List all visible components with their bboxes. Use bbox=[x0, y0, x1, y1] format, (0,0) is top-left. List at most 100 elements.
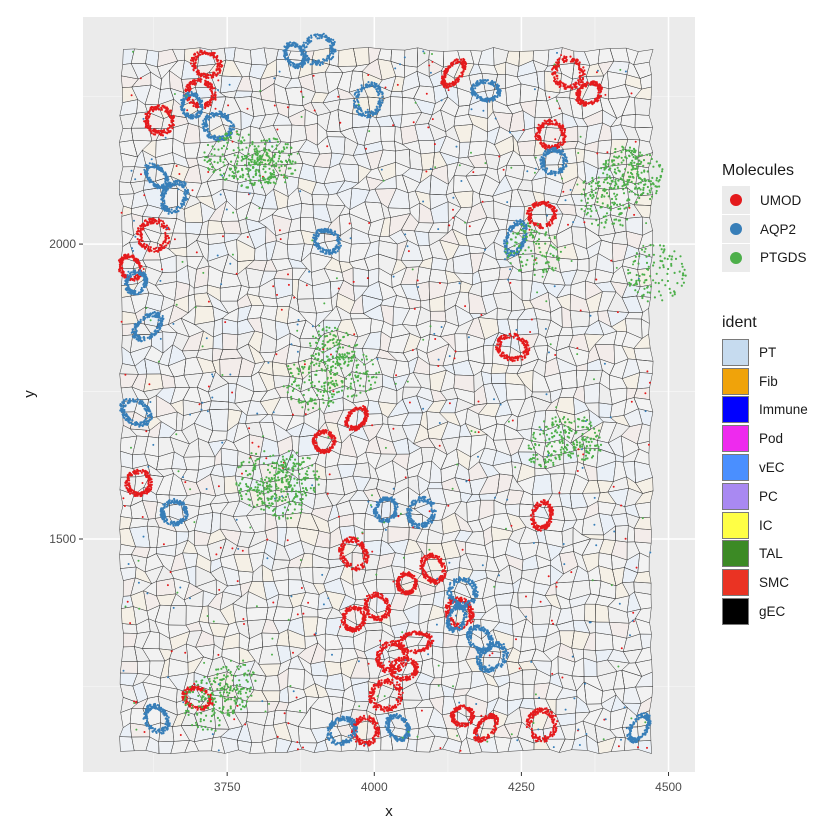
legend-label: gEC bbox=[759, 604, 786, 620]
molecule-cluster-umod bbox=[189, 49, 224, 80]
molecule-cluster-ptgds bbox=[250, 137, 297, 185]
molecule-cluster-aqp2 bbox=[470, 78, 502, 103]
y-axis-title: y bbox=[21, 390, 38, 398]
molecule-cluster-umod bbox=[449, 704, 476, 728]
molecule-cluster-umod bbox=[444, 596, 475, 630]
molecule-cluster-umod bbox=[534, 118, 567, 152]
molecule-cluster-ptgds bbox=[621, 153, 664, 204]
molecule-cluster-aqp2 bbox=[130, 310, 165, 343]
legend-label: SMC bbox=[759, 575, 789, 591]
molecule-cluster-aqp2 bbox=[539, 146, 569, 177]
molecule-cluster-umod bbox=[472, 712, 500, 743]
molecule-cluster-aqp2 bbox=[123, 269, 149, 296]
molecule-cluster-umod bbox=[136, 217, 171, 253]
molecule-cluster-ptgds bbox=[183, 675, 237, 732]
molecule-cluster-aqp2 bbox=[475, 640, 510, 674]
molecule-cluster-ptgds bbox=[323, 350, 381, 398]
molecule-cluster-umod bbox=[350, 714, 381, 747]
molecule-cluster-umod bbox=[388, 655, 420, 682]
molecule-cluster-umod bbox=[184, 77, 217, 110]
ident-legend-item-pt: PT bbox=[722, 338, 808, 367]
molecule-cluster-aqp2 bbox=[372, 496, 399, 524]
molecule-cluster-umod bbox=[117, 253, 143, 282]
molecule-cluster-umod bbox=[529, 499, 555, 532]
ident-legend-item-ic: IC bbox=[722, 511, 808, 540]
legend-label: PC bbox=[759, 488, 778, 504]
legend-swatch bbox=[722, 511, 749, 539]
molecule-cluster-umod bbox=[525, 200, 558, 230]
ident-legend-item-tal: TAL bbox=[722, 540, 808, 569]
y-tick-label: 2000 bbox=[49, 237, 76, 251]
molecule-cluster-umod bbox=[143, 104, 176, 137]
legend-label: PTGDS bbox=[760, 250, 807, 266]
x-tick-label: 3750 bbox=[214, 780, 241, 794]
legend-swatch bbox=[722, 367, 749, 395]
molecule-cluster-ptgds bbox=[580, 176, 631, 229]
ident-legend-item-gec: gEC bbox=[722, 597, 808, 626]
legend-dot bbox=[730, 251, 742, 264]
series-umod bbox=[117, 49, 651, 752]
legend-label: AQP2 bbox=[760, 221, 797, 237]
ident-legend-item-smc: SMC bbox=[722, 568, 808, 597]
molecule-cluster-aqp2 bbox=[405, 495, 437, 530]
molecule-cluster-umod bbox=[362, 591, 392, 622]
molecules-legend-title: Molecules bbox=[722, 162, 795, 179]
molecule-cluster-aqp2 bbox=[142, 702, 171, 735]
molecule-cluster-umod bbox=[395, 571, 419, 596]
axes: 3750 4000 4250 4500 1500 2000 bbox=[49, 237, 682, 794]
molecule-cluster-ptgds bbox=[556, 416, 603, 461]
legend-label: vEC bbox=[759, 460, 785, 476]
molecule-cluster-aqp2 bbox=[445, 603, 468, 634]
y-tick-label: 1500 bbox=[49, 532, 76, 546]
molecule-cluster-umod bbox=[494, 332, 531, 363]
legend-swatch bbox=[722, 540, 749, 568]
legend-key bbox=[722, 186, 750, 215]
molecule-cluster-aqp2 bbox=[465, 624, 495, 655]
x-tick-label: 4250 bbox=[508, 780, 535, 794]
x-tick-label: 4000 bbox=[361, 780, 388, 794]
ident-legend-item-immune: Immune bbox=[722, 396, 808, 425]
molecule-cluster-umod bbox=[551, 55, 586, 91]
molecule-cluster-ptgds bbox=[504, 222, 562, 276]
ident-legend-item-pc: PC bbox=[722, 482, 808, 511]
molecule-cluster-umod bbox=[419, 552, 447, 585]
molecule-points bbox=[117, 32, 687, 752]
ident-legend-title: ident bbox=[722, 314, 757, 331]
legend-swatch bbox=[722, 425, 749, 453]
molecule-cluster-aqp2 bbox=[312, 227, 342, 256]
molecule-cluster-umod bbox=[368, 677, 404, 713]
legend-key bbox=[722, 243, 750, 272]
x-tick-label: 4500 bbox=[655, 780, 682, 794]
molecule-cluster-aqp2 bbox=[119, 398, 154, 428]
molecule-cluster-ptgds bbox=[256, 474, 304, 520]
legend-label: TAL bbox=[759, 546, 783, 562]
molecule-cluster-aqp2 bbox=[384, 712, 412, 743]
molecule-cluster-ptgds bbox=[203, 130, 262, 181]
molecule-cluster-aqp2 bbox=[626, 712, 652, 744]
legend-swatch bbox=[722, 338, 749, 366]
legend-label: PT bbox=[759, 344, 777, 360]
molecule-cluster-umod bbox=[311, 429, 337, 455]
molecules-legend-item-ptgds: PTGDS bbox=[722, 243, 807, 273]
ident-legend-item-vec: vEC bbox=[722, 453, 808, 482]
ident-legend-item-pod: Pod bbox=[722, 424, 808, 453]
ident-legend: ident PT Fib Immune Pod vEC PC IC TAL SMC gEC bbox=[722, 314, 808, 626]
molecule-cluster-aqp2 bbox=[179, 90, 204, 120]
molecule-cluster-aqp2 bbox=[352, 80, 384, 119]
molecule-cluster-ptgds bbox=[208, 659, 257, 715]
molecules-legend-item-umod: UMOD bbox=[722, 186, 807, 215]
legend-label: Pod bbox=[759, 431, 784, 447]
molecule-cluster-aqp2 bbox=[159, 179, 190, 215]
molecules-legend: Molecules UMOD AQP2 PTGDS bbox=[722, 162, 807, 272]
molecule-cluster-umod bbox=[525, 707, 559, 743]
molecule-cluster-umod bbox=[338, 536, 370, 572]
molecule-cluster-ptgds bbox=[600, 145, 642, 190]
molecule-cluster-aqp2 bbox=[143, 162, 171, 190]
series-aqp2 bbox=[119, 32, 652, 752]
legend-dot bbox=[730, 194, 742, 207]
molecule-cluster-ptgds bbox=[527, 416, 573, 469]
molecule-cluster-umod bbox=[340, 605, 367, 633]
molecules-legend-item-aqp2: AQP2 bbox=[722, 215, 807, 244]
legend-swatch bbox=[722, 482, 749, 510]
legend-label: Immune bbox=[759, 402, 808, 418]
